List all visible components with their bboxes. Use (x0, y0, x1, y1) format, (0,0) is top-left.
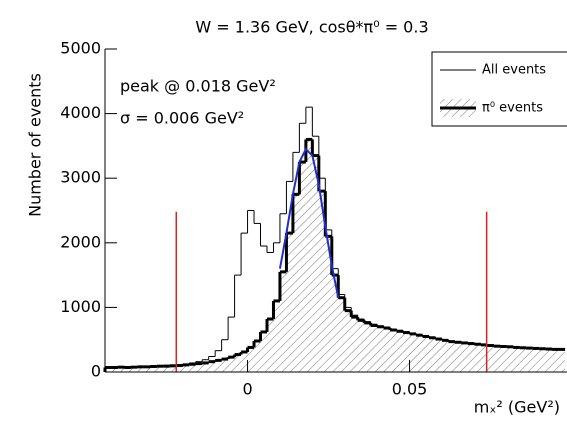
hist-fill (305, 139, 313, 372)
x-axis-label: mₓ² (GeV²) (474, 398, 560, 417)
hist-fill (338, 297, 345, 372)
hist-fill (532, 348, 540, 372)
hist-fill (344, 310, 352, 372)
hist-fill (552, 349, 559, 372)
hist-fill (396, 331, 404, 372)
hist-fill (137, 366, 144, 372)
hist-fill (260, 331, 267, 372)
hist-fill (364, 322, 371, 372)
y-tick-label: 1000 (60, 297, 101, 316)
hist-fill (208, 361, 216, 372)
hist-fill (487, 345, 494, 372)
hist-fill (500, 346, 507, 372)
y-tick-label: 3000 (60, 168, 101, 187)
y-tick-label: 5000 (60, 39, 101, 58)
hist-fill (409, 333, 417, 372)
hist-fill (111, 367, 118, 372)
hist-fill (117, 367, 125, 372)
hist-fill (441, 340, 449, 372)
hist-fill (292, 194, 300, 372)
hist-fill (234, 354, 242, 372)
legend-label: π⁰ events (482, 101, 543, 116)
hist-fill (474, 344, 481, 372)
hist-fill (493, 346, 501, 372)
hist-fill (247, 347, 255, 372)
hist-fill (130, 367, 138, 372)
hist-fill (202, 362, 209, 372)
annotation: σ = 0.006 GeV² (120, 109, 244, 128)
hist-fill (228, 357, 235, 372)
hist-fill (176, 365, 183, 372)
hist-fill (357, 320, 365, 372)
y-axis-label: Number of events (26, 73, 45, 217)
hist-fill (279, 271, 287, 372)
hist-fill (383, 328, 391, 372)
hist-fill (124, 367, 131, 372)
hist-fill (241, 351, 248, 372)
hist-fill (331, 275, 339, 372)
hist-fill (416, 335, 423, 372)
hist-fill (182, 364, 190, 372)
hist-fill (299, 162, 306, 372)
plot-area (103, 48, 567, 373)
hist-fill (428, 337, 436, 372)
hist-fill (435, 339, 442, 372)
hist-fill (370, 325, 378, 372)
hist-fill (318, 191, 326, 372)
hist-fill (150, 366, 157, 372)
hist-fill (467, 343, 475, 372)
hist-fill (480, 344, 488, 372)
hist-fill (526, 348, 533, 372)
hist-fill (454, 342, 462, 372)
y-tick-label: 2000 (60, 232, 101, 251)
hist-fill (266, 319, 274, 372)
hist-fill (558, 349, 566, 372)
hist-fill (422, 336, 429, 372)
chart-title: W = 1.36 GeV, cosθ*π⁰ = 0.3 (195, 18, 428, 37)
hist-fill (312, 155, 319, 372)
hist-fill (221, 359, 229, 372)
legend: All events π⁰ events (431, 51, 567, 127)
hist-fill (286, 233, 293, 372)
hist-fill (189, 364, 196, 372)
hist-fill (519, 347, 527, 372)
hist-fill (105, 367, 112, 372)
annotation: peak @ 0.018 GeV² (120, 77, 276, 96)
x-tick-label: 0 (242, 380, 252, 399)
hist-fill (156, 366, 164, 372)
y-tick-label: 0 (91, 362, 101, 381)
hist-fill (390, 330, 397, 372)
hist-fill (351, 317, 358, 372)
hist-fill (169, 365, 177, 372)
x-tick-label: 0.05 (392, 380, 428, 399)
hist-fill (377, 326, 384, 372)
legend-label: All events (482, 63, 546, 78)
hist-fill (215, 360, 222, 372)
hist-fill (325, 236, 332, 372)
hist-fill (254, 340, 261, 372)
hist-fill (163, 366, 170, 372)
y-tick-label: 4000 (60, 103, 101, 122)
hist-fill (513, 347, 520, 372)
hist-fill (539, 348, 546, 372)
hist-fill (143, 366, 151, 372)
hist-fill (545, 349, 553, 372)
fit-curve (278, 147, 340, 298)
hist-fill (403, 332, 410, 372)
hist-fill (461, 342, 468, 372)
hist-fill (506, 346, 514, 372)
hist-fill (195, 363, 203, 372)
hist-fill (448, 341, 455, 372)
hist-fill (273, 300, 280, 372)
